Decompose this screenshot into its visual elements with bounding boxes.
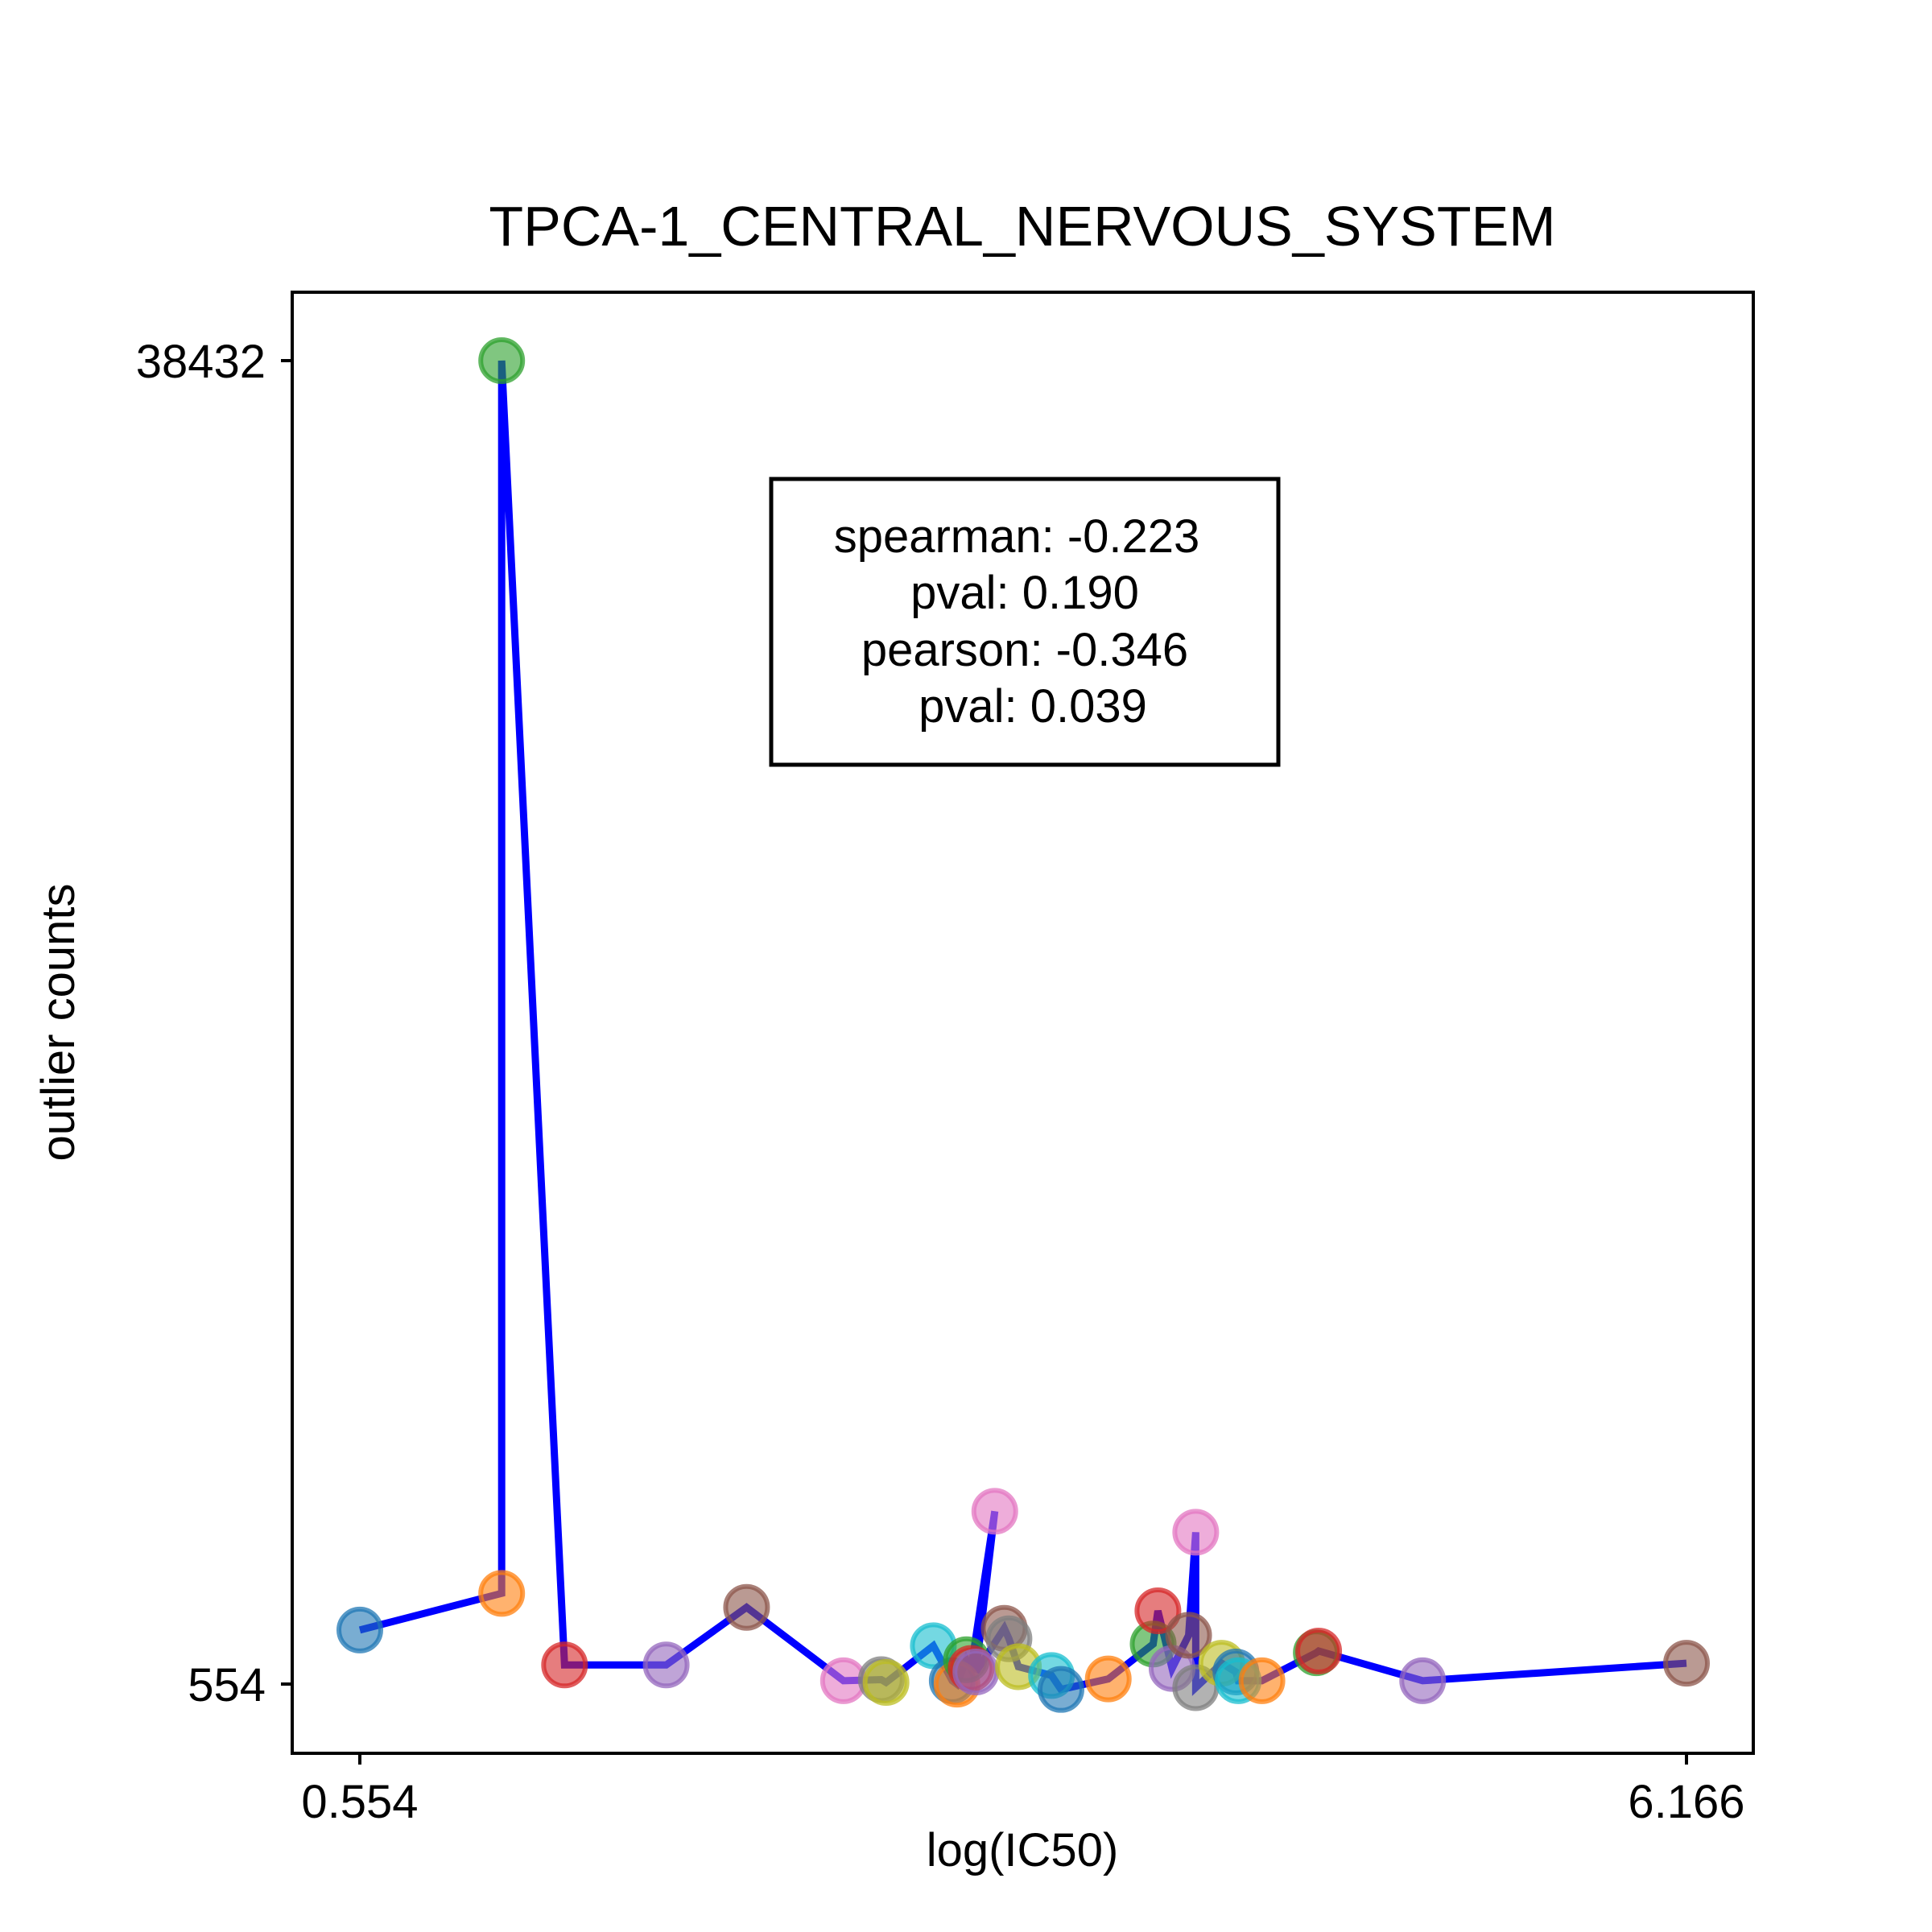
scatter-point-0 [336, 1606, 383, 1653]
scatter-point-3 [541, 1641, 588, 1689]
scatter-point-26 [1172, 1509, 1220, 1556]
scatter-point-5 [723, 1583, 770, 1631]
scatter-point-2 [478, 337, 526, 384]
scatter-point-1 [478, 1570, 526, 1617]
stats-pearson: pearson: -0.346 [861, 624, 1188, 676]
scatter-point-4 [642, 1641, 690, 1689]
stats-pearson-pval: pval: 0.039 [919, 680, 1147, 733]
x-tick-label-0: 0.554 [301, 1776, 418, 1828]
plot-frame [291, 291, 1755, 1755]
scatter-point-8 [862, 1659, 910, 1707]
stats-spearman-pval: pval: 0.190 [910, 567, 1139, 619]
y-tick-label-0: 554 [188, 1659, 266, 1711]
stats-box [769, 477, 1281, 767]
scatter-point-25 [1165, 1612, 1212, 1659]
scatter-point-15 [952, 1648, 1000, 1695]
stats-spearman: spearman: -0.223 [834, 510, 1200, 563]
scatter-points [336, 337, 1710, 1713]
scatter-point-14 [971, 1488, 1018, 1535]
x-tick-label-1: 6.166 [1628, 1776, 1744, 1828]
chart-title: TPCA-1_CENTRAL_NERVOUS_SYSTEM [489, 195, 1555, 258]
scatter-point-31 [1238, 1657, 1286, 1704]
scatter-point-23 [1134, 1587, 1182, 1635]
scatter-point-34 [1399, 1657, 1447, 1704]
scatter-point-33 [1295, 1627, 1343, 1674]
scatter-point-35 [1663, 1640, 1710, 1687]
stats-annotation: spearman: -0.223 pval: 0.190 pearson: -0… [769, 477, 1281, 767]
y-tick-label-1: 38432 [136, 336, 266, 388]
y-axis-label: outlier counts [32, 884, 85, 1162]
scatter-point-20 [1037, 1666, 1084, 1713]
x-axis-label: log(IC50) [927, 1824, 1119, 1876]
scatter-point-21 [1084, 1655, 1132, 1703]
axis-ticks: 0.554 6.166 554 38432 [136, 336, 1745, 1828]
